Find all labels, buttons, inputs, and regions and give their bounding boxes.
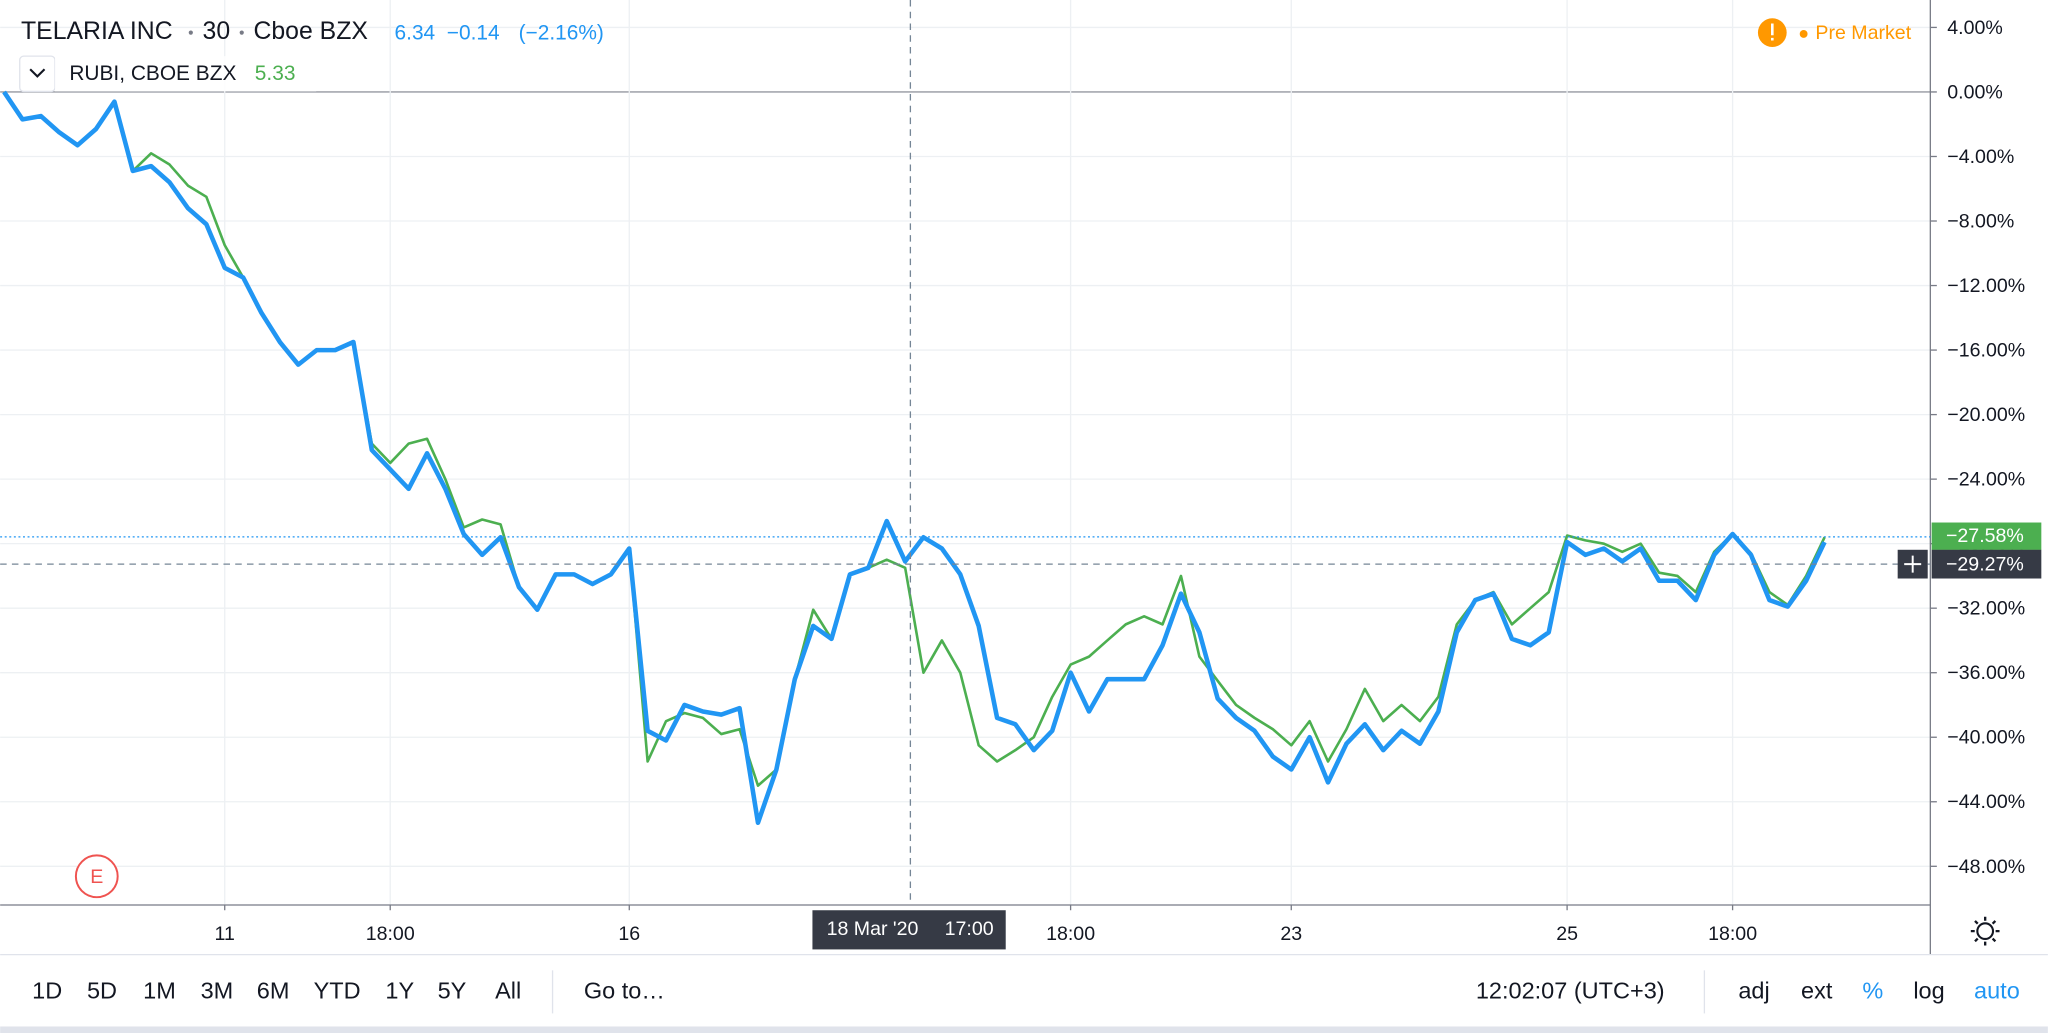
plus-icon — [1904, 555, 1922, 573]
settings-button[interactable] — [1970, 916, 2000, 946]
axes: 4.00% 0.00% −4.00% −8.00% −12.00% −16.00% −20.… — [215, 17, 2042, 950]
y-tick-label: −24.00% — [1947, 469, 2025, 491]
crosshair-price-box — [1931, 549, 2042, 579]
exchange: Cboe BZX — [253, 18, 368, 45]
chevron-icon — [29, 68, 46, 78]
range-button[interactable]: 3M — [201, 978, 234, 1004]
y-tick-label: −36.00% — [1947, 662, 2025, 684]
last-price-label: −27.58% — [1946, 525, 2024, 547]
y-tick-label: −44.00% — [1947, 791, 2025, 813]
y-tick-label: 0.00% — [1947, 81, 2003, 103]
bottom-edge — [0, 1026, 2048, 1033]
plot-area — [0, 0, 1931, 906]
last-price-label-box — [1931, 522, 2042, 550]
last-price: 6.34 — [395, 21, 436, 44]
legend: TELARIA INC 30 Cboe BZX 6.34 −0.14 (−2.1… — [19, 18, 604, 93]
crosshair-price: −29.27% — [1946, 554, 2024, 576]
range-button[interactable]: 1Y — [385, 978, 414, 1004]
x-tick-label: 25 — [1556, 923, 1578, 945]
range-button[interactable]: 5D — [87, 978, 117, 1004]
x-tick-label: 18:00 — [366, 923, 415, 945]
range-button[interactable]: YTD — [314, 978, 361, 1004]
interval: 30 — [203, 18, 231, 45]
x-tick-label: 16 — [618, 923, 640, 945]
scale-option[interactable]: auto — [1974, 978, 2020, 1004]
event-letter: E — [90, 866, 103, 888]
earnings-badge[interactable]: E — [74, 854, 119, 899]
range-button[interactable]: 5Y — [438, 978, 467, 1004]
scale-option[interactable]: % — [1862, 978, 1883, 1004]
crosshair-date: 18 Mar '20 — [827, 918, 919, 940]
gear-teeth — [1970, 916, 2000, 946]
y-tick-label: −20.00% — [1947, 404, 2025, 426]
y-tick-label: −40.00% — [1947, 727, 2025, 749]
separator-dot — [239, 30, 244, 35]
range-button[interactable]: 1M — [143, 978, 176, 1004]
x-tick-label: 18:00 — [1046, 923, 1095, 945]
y-tick-label: 4.00% — [1947, 17, 2003, 39]
warning-glyph — [1770, 37, 1774, 41]
x-tick-label: 18:00 — [1708, 923, 1757, 945]
crosshair-time-box — [812, 910, 1006, 950]
y-tick-label: −4.00% — [1947, 146, 2014, 168]
y-tick-label: −48.00% — [1947, 856, 2025, 878]
session-dot — [1799, 30, 1808, 38]
x-tick-label: 11 — [215, 923, 235, 945]
toolbar: Go to… 12:02:07 (UTC+3) 1D 5D 1M 3M 6M YTD 1Y 5… — [32, 970, 2020, 1014]
event-circle — [74, 854, 119, 899]
scale-option[interactable]: log — [1913, 978, 1944, 1004]
warning-glyph — [1770, 23, 1774, 36]
y-tick-label: −32.00% — [1947, 598, 2025, 620]
series-line — [2, 90, 1827, 826]
scale-option[interactable]: ext — [1801, 978, 1833, 1004]
y-tick-label: −8.00% — [1947, 210, 2014, 232]
range-button[interactable]: All — [495, 978, 521, 1004]
session-label: Pre Market — [1815, 22, 1911, 44]
range-button[interactable]: 1D — [32, 978, 62, 1004]
goto-button[interactable]: Go to… — [584, 978, 665, 1004]
symbol-name: TELARIA INC — [21, 18, 173, 45]
y-tick-label: −16.00% — [1947, 340, 2025, 362]
scale-option[interactable]: adj — [1738, 978, 1769, 1004]
compare-row — [54, 56, 317, 92]
y-tick-label: −12.00% — [1947, 275, 2025, 297]
range-button[interactable]: 6M — [257, 978, 290, 1004]
price-change-percent: (−2.16%) — [519, 21, 604, 44]
compare-price: 5.33 — [255, 62, 296, 85]
separator-dot — [188, 30, 193, 35]
crosshair-time: 17:00 — [945, 918, 994, 940]
x-tick-label: 23 — [1280, 923, 1302, 945]
clock: 12:02:07 (UTC+3) — [1476, 978, 1665, 1004]
gear-icon — [1976, 922, 1995, 941]
compare-symbol: RUBI, CBOE BZX — [69, 62, 236, 85]
collapse-button[interactable] — [19, 55, 56, 93]
price-change: −0.14 — [447, 21, 500, 44]
session-status[interactable]: Pre Market — [1757, 18, 1912, 48]
